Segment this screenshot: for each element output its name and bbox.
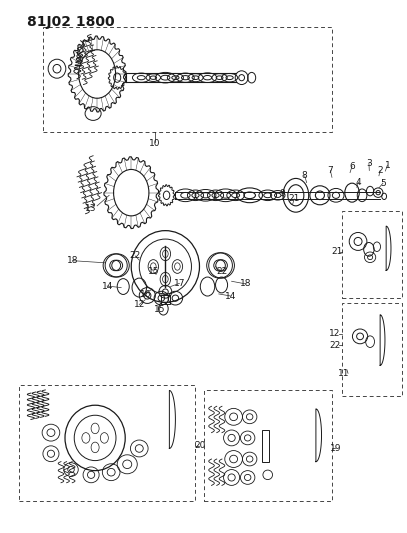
- Text: 14: 14: [101, 281, 113, 290]
- Text: 2: 2: [377, 166, 383, 175]
- Text: 12: 12: [133, 300, 145, 309]
- Text: 21: 21: [289, 195, 300, 204]
- Bar: [43, 27, 332, 132]
- Text: 81J02 1800: 81J02 1800: [27, 15, 114, 29]
- Text: 12: 12: [329, 329, 341, 338]
- Text: 14: 14: [225, 292, 236, 301]
- Text: 6: 6: [349, 162, 355, 171]
- Text: 18: 18: [67, 256, 79, 265]
- Text: 18: 18: [240, 279, 252, 288]
- Text: 11: 11: [338, 369, 350, 378]
- Text: 1: 1: [385, 161, 390, 169]
- Text: 22: 22: [216, 267, 227, 276]
- Text: 22: 22: [129, 252, 141, 261]
- Text: 9: 9: [280, 189, 285, 198]
- Bar: [204, 391, 332, 501]
- Text: 22: 22: [329, 341, 340, 350]
- Text: 3: 3: [366, 159, 372, 167]
- Bar: [262, 430, 269, 462]
- Text: 21: 21: [331, 247, 343, 256]
- Text: 20: 20: [195, 441, 206, 450]
- Text: 17: 17: [174, 279, 185, 288]
- Text: 15: 15: [153, 305, 165, 314]
- Text: 7: 7: [328, 166, 333, 175]
- Bar: [342, 211, 402, 298]
- Bar: [19, 385, 195, 501]
- Text: 10: 10: [149, 139, 160, 148]
- Text: 15: 15: [148, 267, 159, 276]
- Bar: [342, 303, 402, 395]
- Text: 13: 13: [85, 204, 97, 213]
- Text: 4: 4: [356, 177, 361, 187]
- Bar: [160, 295, 170, 304]
- Text: 5: 5: [380, 179, 386, 188]
- Text: 19: 19: [330, 444, 342, 453]
- Text: 16: 16: [140, 290, 151, 299]
- Text: 8: 8: [302, 171, 308, 180]
